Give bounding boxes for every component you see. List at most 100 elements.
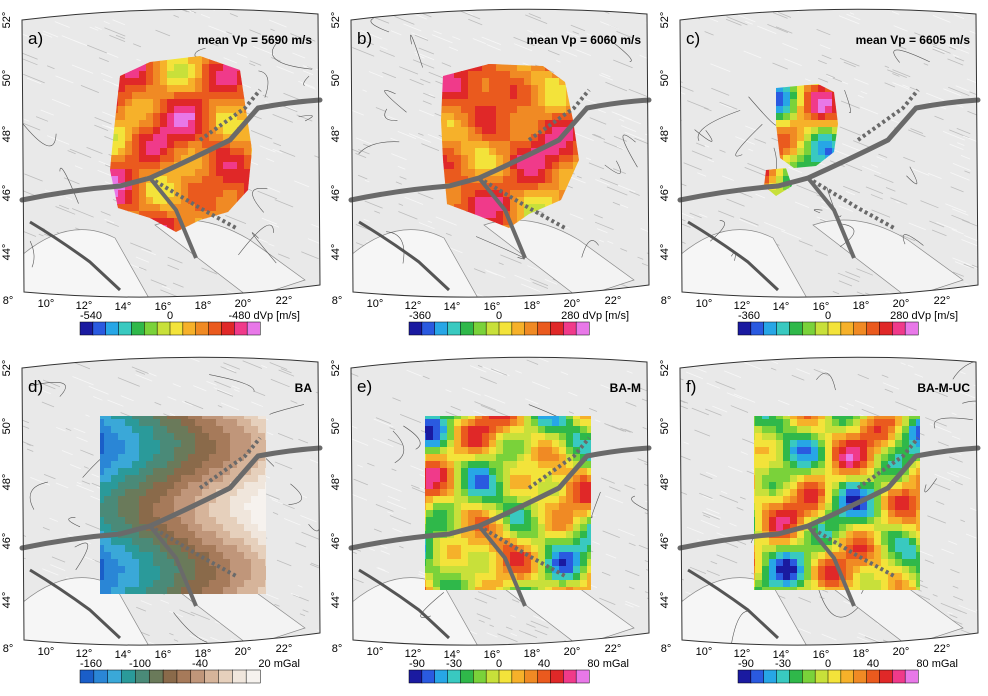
colorbar-tick-label: 40 <box>538 658 550 670</box>
colorbar-tick-label: 280 dVp [m/s] <box>561 310 629 322</box>
panel-label: f) <box>686 377 696 396</box>
panel-title: mean Vp = 6060 m/s <box>527 33 642 47</box>
lat-tick-label: 48° <box>1 126 13 143</box>
colorbar-tick-label: 80 mGal <box>587 658 629 670</box>
lon-tick-label: 10° <box>696 298 713 310</box>
tectonic-lines <box>348 436 652 640</box>
lon-tick-label: 22° <box>276 295 293 307</box>
lon-tick-label: 10° <box>38 646 55 658</box>
lon-tick-label: 8° <box>661 295 672 307</box>
lon-tick-label: 8° <box>661 643 672 655</box>
colorbar-tick-label: 0 <box>825 658 831 670</box>
lon-tick-label: 10° <box>367 646 384 658</box>
lat-tick-label: 44° <box>330 592 342 609</box>
map-svg: f) BA-M-UC 8° 10° 12° 14° 16° 18° 20° 22° 44° 46° 48… <box>659 356 981 684</box>
lon-tick-label: 18° <box>195 648 212 660</box>
colorbar-tick-label: 0 <box>167 310 173 322</box>
lat-tick-label: 50° <box>330 418 342 435</box>
lon-tick-label: 22° <box>934 295 951 307</box>
lon-tick-label: 22° <box>934 643 951 655</box>
lat-tick-label: 48° <box>1 474 13 491</box>
map-svg: a) mean Vp = 5690 m/s 8° 10° 12° 14° 16° 18° 20°… <box>1 8 323 336</box>
lon-tick-label: 16° <box>155 301 172 313</box>
colorbar-tick-label: 40 <box>867 658 879 670</box>
colorbar-tick-label: 0 <box>825 310 831 322</box>
lon-tick-label: 8° <box>332 643 343 655</box>
lon-tick-label: 14° <box>115 649 132 661</box>
lat-tick-label: 44° <box>1 244 13 261</box>
lat-tick-label: 50° <box>1 418 13 435</box>
lat-tick-label: 50° <box>659 70 671 87</box>
lat-tick-label: 46° <box>659 533 671 550</box>
tectonic-lines <box>348 88 652 292</box>
colorbar-tick-label: 0 <box>496 310 502 322</box>
panel-title: mean Vp = 5690 m/s <box>198 33 313 47</box>
colorbar-tick-label: -160 <box>80 658 102 670</box>
lon-tick-label: 14° <box>444 649 461 661</box>
colorbar <box>79 321 261 336</box>
tectonic-lines <box>677 88 981 292</box>
lat-tick-label: 46° <box>1 533 13 550</box>
map-svg: d) BA 8° 10° 12° 14° 16° 18° 20° 22° 44° 46° 48° 50° 5… <box>1 356 323 684</box>
lon-tick-label: 12° <box>405 648 422 660</box>
panel-label: b) <box>357 29 372 48</box>
map-panel-d: d) BA 8° 10° 12° 14° 16° 18° 20° 22° 44° 46° 48° 50° 5… <box>0 348 330 696</box>
map-panel-f: f) BA-M-UC 8° 10° 12° 14° 16° 18° 20° 22° 44° 46° 48… <box>658 348 988 696</box>
lat-tick-label: 44° <box>659 592 671 609</box>
anomaly-overlay <box>441 64 579 228</box>
map-panel-b: b) mean Vp = 6060 m/s 8° 10° 12° 14° 16° 18° 20°… <box>329 0 659 348</box>
lon-tick-label: 20° <box>893 646 910 658</box>
colorbar-tick-label: -90 <box>738 658 754 670</box>
lat-tick-label: 44° <box>330 244 342 261</box>
lon-tick-label: 12° <box>405 300 422 312</box>
colorbar <box>408 669 590 684</box>
lon-tick-label: 18° <box>195 300 212 312</box>
lat-tick-label: 46° <box>330 185 342 202</box>
lon-tick-label: 12° <box>76 648 93 660</box>
panel-label: a) <box>28 29 43 48</box>
lat-tick-label: 46° <box>330 533 342 550</box>
lon-tick-label: 18° <box>524 300 541 312</box>
tectonic-lines <box>19 88 323 292</box>
colorbar <box>408 321 590 336</box>
colorbar-tick-label: -480 dVp [m/s] <box>228 310 300 322</box>
colorbar <box>79 669 261 684</box>
lon-tick-label: 8° <box>3 643 14 655</box>
colorbar-tick-label: -30 <box>775 658 791 670</box>
lat-tick-label: 52° <box>330 12 342 29</box>
colorbar-tick-label: 80 mGal <box>916 658 958 670</box>
colorbar <box>737 321 919 336</box>
lon-tick-label: 14° <box>773 649 790 661</box>
lat-tick-label: 44° <box>659 244 671 261</box>
panel-title: BA-M <box>610 381 641 395</box>
colorbar-tick-label: -540 <box>80 310 102 322</box>
lon-tick-label: 16° <box>813 301 830 313</box>
lat-tick-label: 48° <box>659 126 671 143</box>
lon-tick-label: 20° <box>235 646 252 658</box>
lon-tick-label: 20° <box>564 646 581 658</box>
lon-tick-label: 20° <box>235 298 252 310</box>
lon-tick-label: 16° <box>813 649 830 661</box>
colorbar-tick-label: 20 mGal <box>258 658 300 670</box>
lat-tick-label: 48° <box>330 474 342 491</box>
panel-title: BA-M-UC <box>917 381 970 395</box>
lon-tick-label: 8° <box>332 295 343 307</box>
lon-tick-label: 20° <box>564 298 581 310</box>
lon-tick-label: 22° <box>605 643 622 655</box>
lat-tick-label: 48° <box>659 474 671 491</box>
colorbar-tick-label: -90 <box>409 658 425 670</box>
tectonic-lines <box>19 436 323 640</box>
map-svg: e) BA-M 8° 10° 12° 14° 16° 18° 20° 22° 44° 46° 48° 50… <box>330 356 652 684</box>
lon-tick-label: 10° <box>367 298 384 310</box>
lat-tick-label: 52° <box>659 360 671 377</box>
lon-tick-label: 10° <box>38 298 55 310</box>
lon-tick-label: 22° <box>276 643 293 655</box>
lat-tick-label: 50° <box>330 70 342 87</box>
colorbar <box>737 669 919 684</box>
panel-title: BA <box>295 381 313 395</box>
lon-tick-label: 12° <box>734 300 751 312</box>
lon-tick-label: 16° <box>484 301 501 313</box>
colorbar-tick-label: 280 dVp [m/s] <box>890 310 958 322</box>
colorbar-tick-label: -100 <box>129 658 151 670</box>
panel-label: c) <box>686 29 700 48</box>
